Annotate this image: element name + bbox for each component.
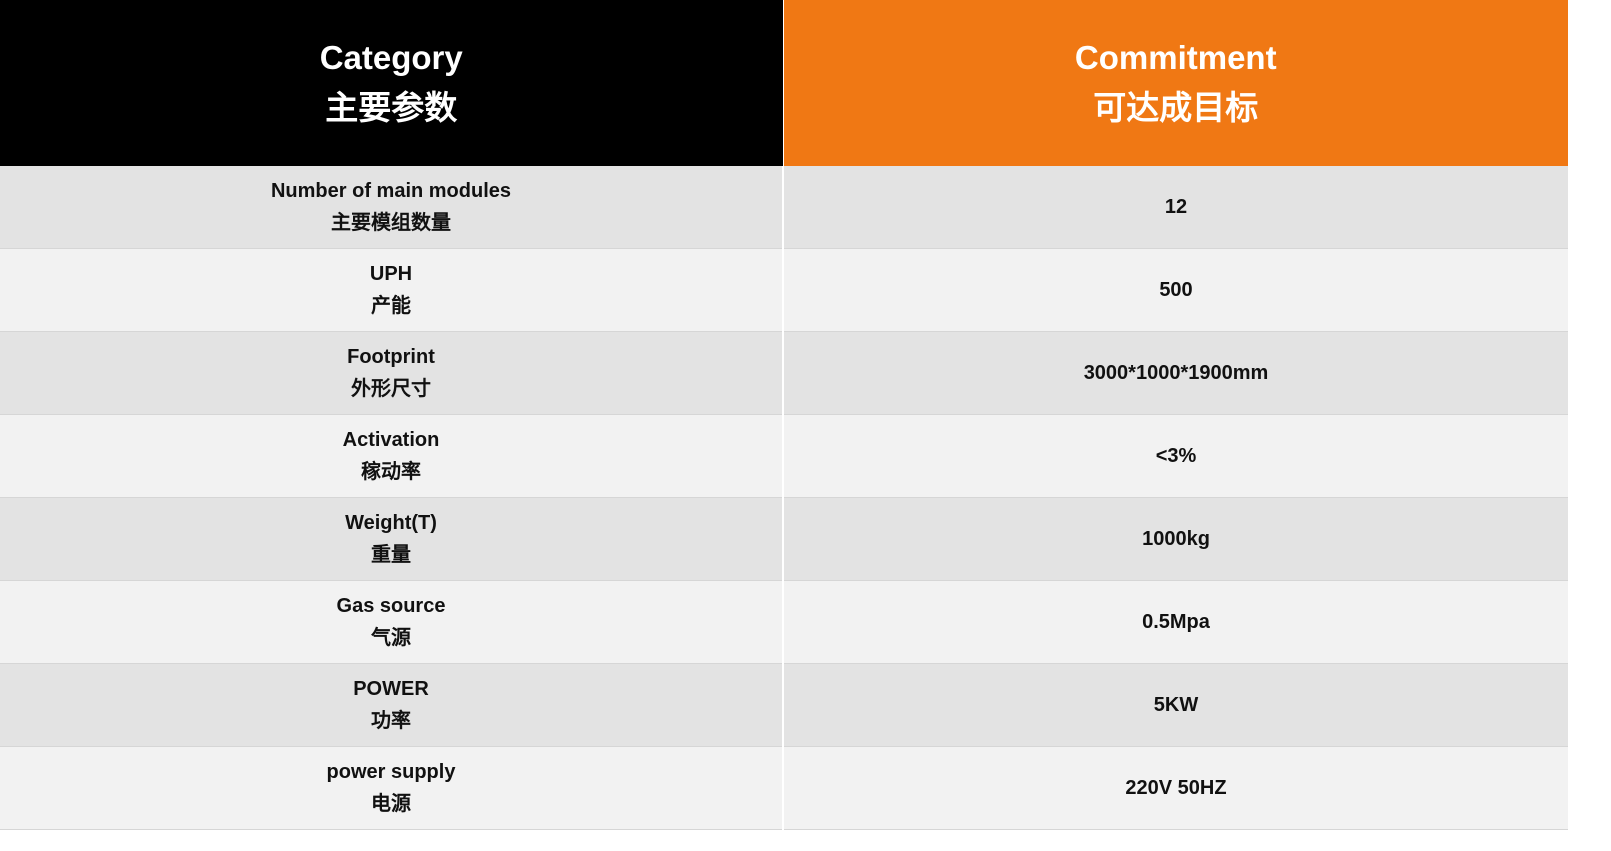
category-label-cn: 产能: [371, 295, 411, 317]
category-cell: Gas source 气源: [0, 580, 784, 664]
table-row: UPH 产能 500: [0, 248, 1568, 332]
category-label-cn: 稼动率: [361, 461, 421, 483]
table-row: Weight(T) 重量 1000kg: [0, 497, 1568, 581]
commitment-value: 5KW: [783, 663, 1568, 747]
category-header: Category 主要参数: [0, 0, 784, 166]
category-label-en: UPH: [369, 263, 413, 285]
category-label-cn: 气源: [371, 627, 411, 649]
commitment-header-cn: 可达成目标: [1093, 89, 1259, 126]
commitment-value: 12: [783, 166, 1568, 249]
category-cell: Weight(T) 重量: [0, 497, 784, 581]
table-row: Activation 稼动率 <3%: [0, 414, 1568, 498]
category-cell: Number of main modules 主要模组数量: [0, 166, 784, 249]
category-cell: UPH 产能: [0, 248, 784, 332]
category-header-en: Category: [319, 39, 463, 76]
category-label-en: POWER: [353, 678, 429, 700]
commitment-value: 1000kg: [783, 497, 1568, 581]
category-header-cn: 主要参数: [325, 89, 458, 126]
commitment-header: Commitment 可达成目标: [783, 0, 1568, 166]
table-row: power supply 电源 220V 50HZ: [0, 746, 1568, 830]
table-row: Gas source 气源 0.5Mpa: [0, 580, 1568, 664]
commitment-value: 220V 50HZ: [783, 746, 1568, 830]
commitment-value: <3%: [783, 414, 1568, 498]
commitment-value: 3000*1000*1900mm: [783, 331, 1568, 415]
category-label-cn: 功率: [371, 710, 411, 732]
category-label-en: power supply: [326, 761, 456, 783]
category-label-en: Gas source: [336, 595, 446, 617]
commitment-value: 500: [783, 248, 1568, 332]
category-label-en: Footprint: [347, 346, 435, 368]
header-row: Category 主要参数 Commitment 可达成目标: [0, 0, 1568, 166]
category-label-en: Weight(T): [345, 512, 437, 534]
table-row: Footprint 外形尺寸 3000*1000*1900mm: [0, 331, 1568, 415]
category-cell: POWER 功率: [0, 663, 784, 747]
category-label-en: Number of main modules: [270, 180, 512, 202]
category-cell: power supply 电源: [0, 746, 784, 830]
category-label-cn: 电源: [371, 793, 411, 815]
category-label-cn: 主要模组数量: [331, 212, 451, 234]
category-label-cn: 外形尺寸: [351, 378, 431, 400]
table-row: Number of main modules 主要模组数量 12: [0, 166, 1568, 249]
table-row: POWER 功率 5KW: [0, 663, 1568, 747]
commitment-header-en: Commitment: [1074, 39, 1277, 76]
category-cell: Footprint 外形尺寸: [0, 331, 784, 415]
category-cell: Activation 稼动率: [0, 414, 784, 498]
commitment-value: 0.5Mpa: [783, 580, 1568, 664]
spec-table: Category 主要参数 Commitment 可达成目标 Number of…: [0, 0, 1568, 830]
category-label-en: Activation: [342, 429, 440, 451]
category-label-cn: 重量: [371, 544, 411, 566]
